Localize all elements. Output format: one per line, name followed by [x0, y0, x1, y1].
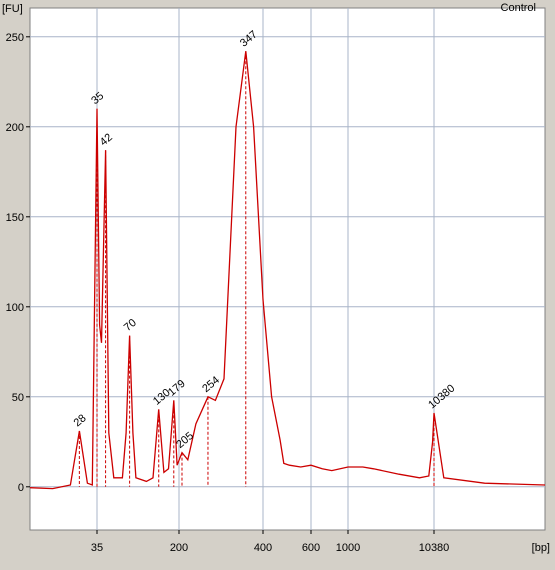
- chart-title: Control: [501, 2, 536, 14]
- x-tick-label: 400: [254, 542, 272, 554]
- trace-line: [29, 51, 546, 490]
- y-tick-label: 200: [6, 122, 24, 134]
- x-tick-label: 200: [170, 542, 188, 554]
- x-tick-label: 1000: [336, 542, 360, 554]
- y-tick-label: 150: [6, 212, 24, 224]
- x-tick-label: 10380: [419, 542, 450, 554]
- y-tick-label: 50: [12, 392, 24, 404]
- y-axis-label: [FU]: [2, 3, 23, 15]
- y-tick-label: 0: [18, 482, 24, 494]
- y-tick-label: 250: [6, 32, 24, 44]
- x-tick-label: 600: [302, 542, 320, 554]
- x-tick-label: 35: [91, 542, 103, 554]
- plot-area: [29, 7, 546, 531]
- x-axis-label: [bp]: [532, 542, 550, 554]
- y-tick-label: 100: [6, 302, 24, 314]
